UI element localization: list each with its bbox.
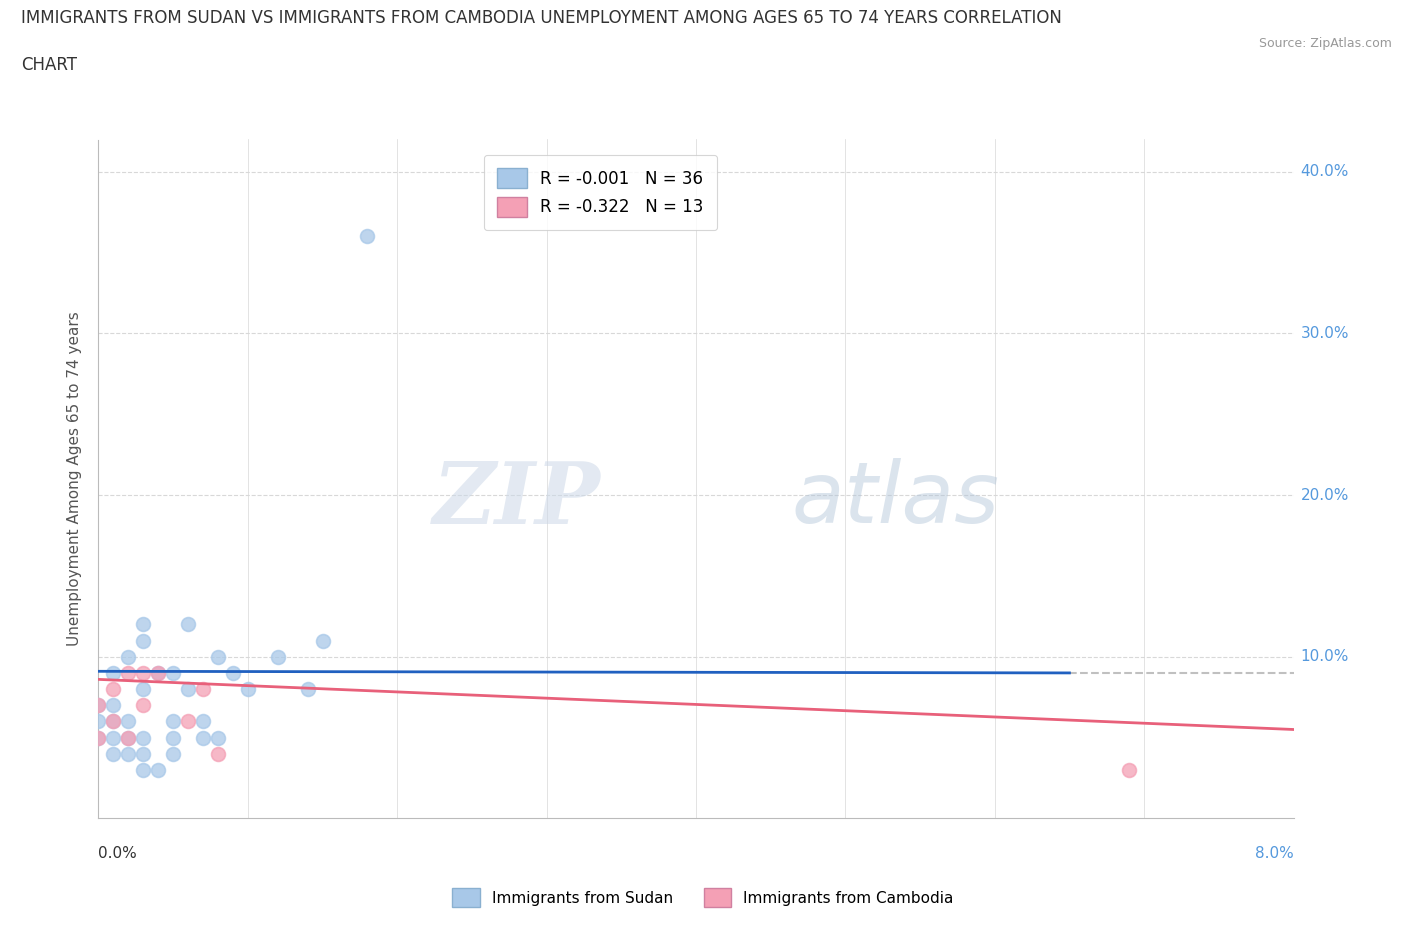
Point	[162, 746, 184, 761]
Point	[117, 714, 139, 729]
Point	[207, 649, 229, 664]
Point	[132, 763, 155, 777]
Point	[103, 682, 125, 697]
Point	[103, 730, 125, 745]
Point	[103, 698, 125, 712]
Point	[132, 698, 155, 712]
Point	[162, 730, 184, 745]
Point	[177, 617, 200, 631]
Point	[148, 666, 170, 681]
Text: atlas: atlas	[792, 458, 1000, 541]
Point	[117, 666, 139, 681]
Point	[103, 746, 125, 761]
Point	[103, 714, 125, 729]
Point	[87, 714, 110, 729]
Point	[132, 666, 155, 681]
Text: Source: ZipAtlas.com: Source: ZipAtlas.com	[1258, 37, 1392, 50]
Text: 30.0%: 30.0%	[1301, 326, 1348, 341]
Point	[267, 649, 290, 664]
Point	[132, 682, 155, 697]
Point	[177, 714, 200, 729]
Point	[87, 730, 110, 745]
Text: 10.0%: 10.0%	[1301, 649, 1348, 664]
Point	[103, 714, 125, 729]
Point	[87, 698, 110, 712]
Point	[297, 682, 319, 697]
Point	[87, 698, 110, 712]
Point	[103, 666, 125, 681]
Point	[236, 682, 259, 697]
Point	[207, 746, 229, 761]
Point	[132, 746, 155, 761]
Point	[117, 730, 139, 745]
Point	[148, 763, 170, 777]
Text: CHART: CHART	[21, 56, 77, 73]
Legend: R = -0.001   N = 36, R = -0.322   N = 13: R = -0.001 N = 36, R = -0.322 N = 13	[484, 154, 717, 231]
Point	[87, 730, 110, 745]
Point	[162, 666, 184, 681]
Legend: Immigrants from Sudan, Immigrants from Cambodia: Immigrants from Sudan, Immigrants from C…	[446, 883, 960, 913]
Text: 20.0%: 20.0%	[1301, 487, 1348, 502]
Point	[222, 666, 245, 681]
Point	[132, 617, 155, 631]
Point	[132, 633, 155, 648]
Point	[117, 730, 139, 745]
Y-axis label: Unemployment Among Ages 65 to 74 years: Unemployment Among Ages 65 to 74 years	[67, 312, 83, 646]
Text: ZIP: ZIP	[433, 458, 600, 541]
Text: 0.0%: 0.0%	[98, 846, 138, 861]
Point	[191, 730, 214, 745]
Text: 8.0%: 8.0%	[1254, 846, 1294, 861]
Point	[191, 714, 214, 729]
Text: 40.0%: 40.0%	[1301, 165, 1348, 179]
Point	[311, 633, 333, 648]
Point	[1118, 763, 1140, 777]
Point	[132, 730, 155, 745]
Point	[191, 682, 214, 697]
Point	[356, 229, 378, 244]
Text: IMMIGRANTS FROM SUDAN VS IMMIGRANTS FROM CAMBODIA UNEMPLOYMENT AMONG AGES 65 TO : IMMIGRANTS FROM SUDAN VS IMMIGRANTS FROM…	[21, 9, 1062, 27]
Point	[162, 714, 184, 729]
Point	[148, 666, 170, 681]
Point	[117, 746, 139, 761]
Point	[117, 649, 139, 664]
Point	[207, 730, 229, 745]
Point	[177, 682, 200, 697]
